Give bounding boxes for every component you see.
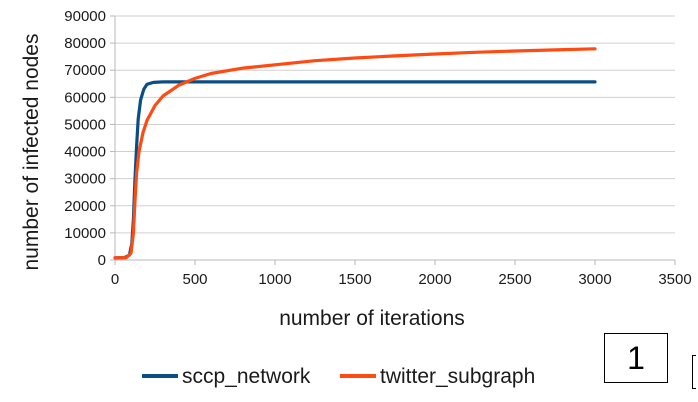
y-tick-label: 60000 <box>64 89 106 106</box>
x-tick-label: 3000 <box>578 271 611 288</box>
y-tick-label: 0 <box>98 252 106 269</box>
x-tick-label: 500 <box>182 271 207 288</box>
x-tick-label: 2500 <box>498 271 531 288</box>
x-tick-label: 1500 <box>338 271 371 288</box>
x-tick-label: 2000 <box>418 271 451 288</box>
x-tick-label: 3500 <box>658 271 691 288</box>
x-axis-title: number of iterations <box>279 307 465 330</box>
y-tick-label: 80000 <box>64 35 106 52</box>
legend: sccp_network twitter_subgraph <box>142 365 535 388</box>
x-tick-label: 1000 <box>258 271 291 288</box>
y-tick-label: 30000 <box>64 171 106 188</box>
x-tick-label: 0 <box>111 271 119 288</box>
edge-bracket <box>692 355 696 389</box>
series-line-twitter-subgraph <box>113 47 597 260</box>
gridlines <box>115 15 675 234</box>
y-tick-label: 70000 <box>64 62 106 79</box>
legend-label-sccp-network: sccp_network <box>182 365 311 388</box>
page-number-badge: 1 <box>604 333 668 383</box>
y-tick-label: 20000 <box>64 198 106 215</box>
legend-label-twitter-subgraph: twitter_subgraph <box>380 365 535 388</box>
series-lines <box>113 47 597 260</box>
axes <box>110 15 676 265</box>
y-tick-labels: 0 10000 20000 30000 40000 50000 60000 70000 8000… <box>64 8 106 269</box>
series-line-sccp-network <box>113 80 597 260</box>
y-axis-title: number of infected nodes <box>20 34 43 271</box>
x-tick-labels: 0 500 1000 1500 2000 2500 3000 3500 <box>111 271 692 288</box>
y-tick-label: 10000 <box>64 225 106 242</box>
y-tick-label: 40000 <box>64 144 106 161</box>
y-tick-label: 90000 <box>64 8 106 25</box>
y-tick-label: 50000 <box>64 116 106 133</box>
